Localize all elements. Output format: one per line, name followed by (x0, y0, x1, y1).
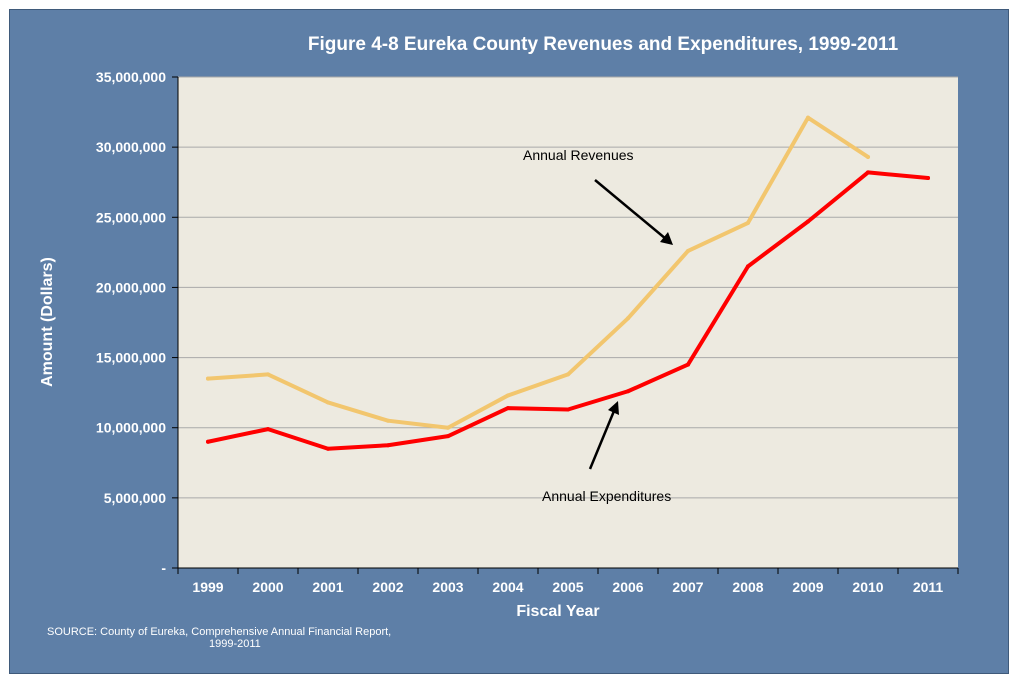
expenditure-point (386, 443, 390, 448)
revenue-point (686, 248, 690, 253)
x-tick-label: 2011 (913, 579, 944, 595)
gridlines (178, 76, 958, 499)
y-tick-label: 30,000,000 (96, 139, 166, 155)
revenue-point (266, 372, 270, 377)
y-tick-label: 25,000,000 (96, 209, 166, 225)
source-note-line1: SOURCE: County of Eureka, Comprehensive … (47, 626, 391, 638)
y-axis-label: Amount (Dollars) (39, 257, 56, 387)
x-tick-label: 2005 (552, 579, 583, 595)
revenue-point (806, 115, 810, 120)
arrow-revenues (594, 179, 673, 245)
revenue-point (386, 418, 390, 423)
revenue-point (506, 393, 510, 398)
source-note-line2: 1999-2011 (209, 638, 261, 650)
chart-frame: Figure 4-8 Eureka County Revenues and Ex… (9, 9, 1009, 674)
x-tick-label: 2000 (252, 579, 283, 595)
chart-title: Figure 4-8 Eureka County Revenues and Ex… (308, 34, 899, 55)
expenditure-point (446, 434, 450, 439)
y-tick-label: 15,000,000 (96, 350, 166, 366)
expenditure-point (626, 389, 630, 394)
revenue-point (326, 400, 330, 405)
expenditure-point (746, 264, 750, 269)
y-tick-label: 10,000,000 (96, 420, 166, 436)
x-tick-label: 2002 (372, 579, 403, 595)
y-tick-label: - (161, 560, 166, 576)
axes (172, 76, 959, 574)
revenue-point (626, 316, 630, 321)
x-tick-label: 1999 (192, 579, 223, 595)
x-tick-label: 2008 (732, 579, 763, 595)
series-line-revenues (206, 115, 870, 430)
expenditure-point (806, 219, 810, 224)
x-tick-label: 2007 (672, 579, 703, 595)
expenditure-point (506, 406, 510, 411)
expenditure-point (266, 427, 270, 432)
x-tick-label: 2010 (852, 579, 883, 595)
x-tick-label: 2004 (492, 579, 523, 595)
y-tick-label: 35,000,000 (96, 69, 166, 85)
y-tick-label: 5,000,000 (104, 490, 166, 506)
revenue-point (746, 220, 750, 225)
expenditure-point (926, 176, 930, 181)
arrow-expenditures (588, 401, 619, 470)
x-tick-label: 2001 (312, 579, 343, 595)
revenue-point (866, 154, 870, 159)
x-tick-labels: 1999 2000 2001 2002 2003 2004 2005 2006 2007 2008… (192, 579, 943, 595)
expenditure-point (686, 362, 690, 367)
revenue-point (206, 376, 210, 381)
x-tick-label: 2003 (432, 579, 463, 595)
expenditure-point (326, 446, 330, 451)
x-tick-label: 2006 (612, 579, 643, 595)
expenditure-point (566, 407, 570, 412)
series-layer (206, 115, 930, 451)
revenue-point (566, 372, 570, 377)
annotation-expenditures: Annual Expenditures (542, 488, 671, 504)
y-tick-label: 20,000,000 (96, 279, 166, 295)
expenditure-point (866, 170, 870, 175)
revenue-point (446, 425, 450, 430)
y-tick-labels: - 5,000,000 10,000,000 15,000,000 20,000,000… (96, 69, 166, 576)
expenditure-point (206, 439, 210, 444)
x-tick-label: 2009 (792, 579, 823, 595)
chart: Figure 4-8 Eureka County Revenues and Ex… (39, 34, 959, 650)
annotation-revenues: Annual Revenues (523, 147, 634, 163)
x-axis-label: Fiscal Year (516, 603, 599, 620)
plot-area (178, 77, 958, 568)
